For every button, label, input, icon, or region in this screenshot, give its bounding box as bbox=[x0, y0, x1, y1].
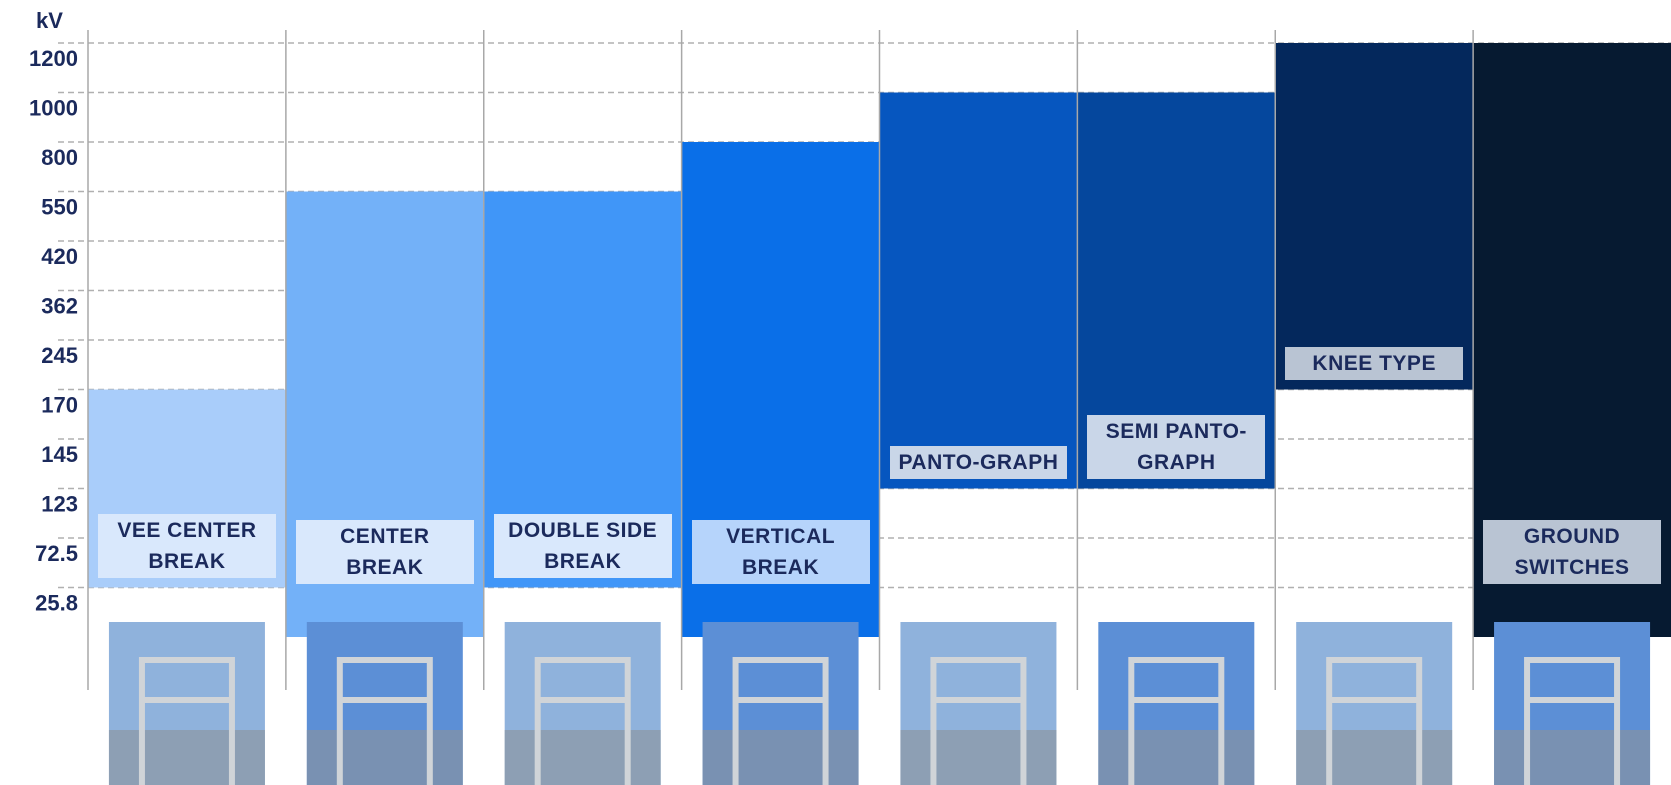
y-tick-label: 1000 bbox=[29, 96, 78, 121]
photo-structure bbox=[1524, 657, 1621, 785]
photo-structure bbox=[138, 657, 235, 785]
photo-structure bbox=[930, 657, 1027, 785]
bar-label: KNEE TYPE bbox=[1285, 346, 1464, 380]
photo-ground bbox=[504, 730, 661, 785]
bar-label: DOUBLE SIDE BREAK bbox=[493, 513, 672, 578]
y-tick-label: 123 bbox=[41, 492, 78, 517]
y-tick-label: 170 bbox=[41, 393, 78, 418]
y-tick-label: 362 bbox=[41, 294, 78, 319]
bar bbox=[1275, 43, 1474, 390]
photo bbox=[1296, 622, 1453, 785]
bar-label: CENTER BREAK bbox=[295, 519, 474, 584]
photo-ground bbox=[702, 730, 859, 785]
photo-ground bbox=[1494, 730, 1651, 785]
photo-structure bbox=[1128, 657, 1225, 785]
photo-ground bbox=[1296, 730, 1453, 785]
photo-structure bbox=[336, 657, 433, 785]
bar-label: VEE CENTER BREAK bbox=[98, 513, 276, 578]
y-tick-label: 800 bbox=[41, 145, 78, 170]
photo bbox=[1098, 622, 1255, 785]
y-tick-label: 245 bbox=[41, 343, 78, 368]
y-tick-label: 420 bbox=[41, 244, 78, 269]
column-lines bbox=[87, 30, 1474, 690]
photo bbox=[1494, 622, 1651, 785]
photo bbox=[108, 622, 265, 785]
photo-ground bbox=[306, 730, 463, 785]
y-tick-label: 145 bbox=[41, 442, 78, 467]
bar-label: VERTICAL BREAK bbox=[691, 519, 870, 584]
bar bbox=[879, 92, 1078, 489]
y-tick-label: 25.8 bbox=[35, 591, 78, 616]
y-tick-label: 550 bbox=[41, 195, 78, 220]
photo-structure bbox=[1326, 657, 1423, 785]
bar-label: GROUND SWITCHES bbox=[1483, 519, 1661, 584]
photo-ground bbox=[108, 730, 265, 785]
y-axis-label: kV bbox=[36, 8, 63, 33]
y-tick-label: 72.5 bbox=[35, 541, 78, 566]
photo-structure bbox=[732, 657, 829, 785]
photo bbox=[702, 622, 859, 785]
photo-structure bbox=[534, 657, 631, 785]
photo bbox=[306, 622, 463, 785]
photo-ground bbox=[1098, 730, 1255, 785]
bar-label: SEMI PANTO-GRAPH bbox=[1087, 414, 1266, 479]
photo bbox=[900, 622, 1057, 785]
photo bbox=[504, 622, 661, 785]
y-tick-label: 1200 bbox=[29, 46, 78, 71]
photo-ground bbox=[900, 730, 1057, 785]
bar-label: PANTO-GRAPH bbox=[889, 445, 1068, 479]
